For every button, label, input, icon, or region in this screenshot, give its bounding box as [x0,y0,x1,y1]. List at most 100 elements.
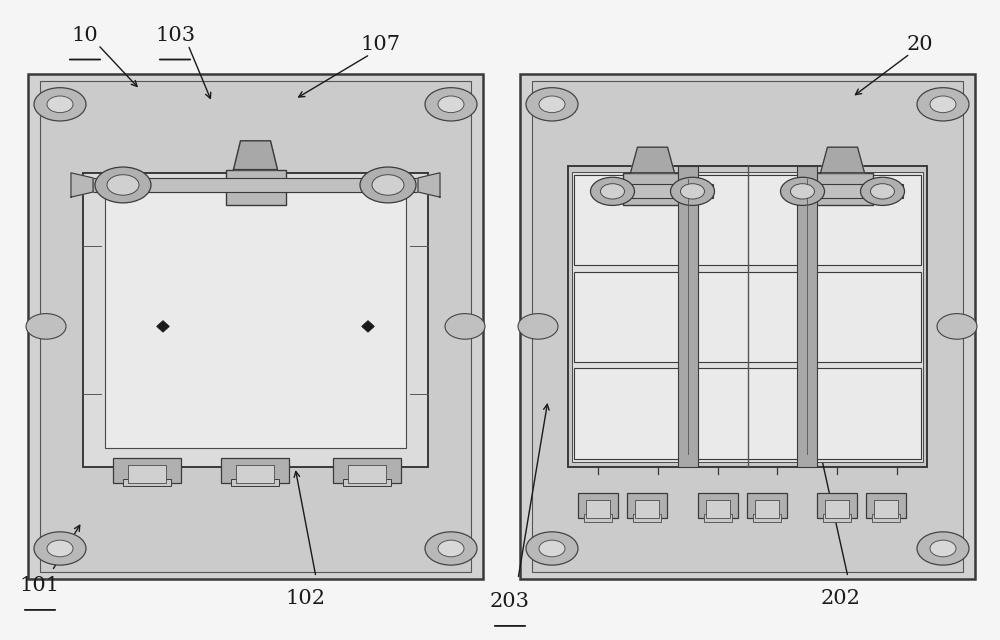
Text: 10: 10 [72,26,98,45]
Circle shape [107,175,139,195]
Bar [872,514,900,522]
Bar [678,166,698,467]
Bar [343,479,391,486]
Bar [627,493,667,518]
Bar [83,173,428,467]
Polygon shape [418,173,440,197]
Bar [123,479,171,486]
Bar [586,500,610,518]
Circle shape [930,540,956,557]
Circle shape [780,177,824,205]
Circle shape [600,184,624,199]
Circle shape [360,167,416,203]
Text: 102: 102 [285,589,325,608]
Bar [574,175,682,265]
Circle shape [871,184,895,199]
Bar [236,465,274,483]
Bar [230,479,278,486]
Bar [813,369,921,459]
Bar [706,500,730,518]
Text: 20: 20 [907,35,933,54]
Circle shape [34,532,86,565]
Circle shape [372,175,404,195]
Bar [113,458,181,483]
Text: 107: 107 [360,35,400,54]
Bar [40,81,471,572]
Circle shape [681,184,705,199]
Circle shape [26,314,66,339]
Bar [93,178,418,192]
Polygon shape [631,147,675,173]
Bar [797,166,817,467]
Bar [812,173,872,205]
Circle shape [539,96,565,113]
Bar [811,172,923,462]
Circle shape [671,177,715,205]
Circle shape [425,532,477,565]
Circle shape [425,88,477,121]
Bar [568,166,927,467]
Bar [704,514,732,522]
Circle shape [95,167,151,203]
Text: 103: 103 [155,26,195,45]
Bar [813,271,921,362]
Bar [813,175,921,265]
Bar [220,458,288,483]
Bar [348,465,386,483]
Bar [622,173,682,205]
Circle shape [34,88,86,121]
Bar [753,514,781,522]
Circle shape [526,532,578,565]
Bar [520,74,975,579]
Bar [578,493,618,518]
Bar [128,465,166,483]
Bar [692,172,803,462]
Circle shape [917,88,969,121]
Bar [874,500,898,518]
Circle shape [526,88,578,121]
Text: 203: 203 [490,592,530,611]
Bar [694,369,801,459]
Circle shape [790,184,814,199]
Bar [635,500,659,518]
Bar [574,369,682,459]
Bar [105,192,406,448]
Bar [755,500,779,518]
Polygon shape [234,141,278,170]
Text: 202: 202 [820,589,860,608]
Bar [747,493,787,518]
Circle shape [438,540,464,557]
Circle shape [590,177,635,205]
Bar [584,514,612,522]
Bar [592,184,712,198]
Circle shape [47,540,73,557]
Bar [633,514,661,522]
Circle shape [438,96,464,113]
Polygon shape [362,321,374,332]
Circle shape [860,177,905,205]
Bar [572,172,684,462]
Circle shape [47,96,73,113]
Bar [694,271,801,362]
Bar [28,74,483,579]
Bar [817,493,857,518]
Polygon shape [820,147,864,173]
Circle shape [539,540,565,557]
Circle shape [930,96,956,113]
Circle shape [518,314,558,339]
Circle shape [917,532,969,565]
Bar [574,271,682,362]
Polygon shape [71,173,93,197]
Bar [532,81,963,572]
Bar [226,170,286,205]
Bar [698,493,738,518]
Polygon shape [157,321,169,332]
Circle shape [937,314,977,339]
Circle shape [445,314,485,339]
Bar [333,458,401,483]
Bar [782,184,902,198]
Bar [825,500,849,518]
Text: 101: 101 [20,576,60,595]
Bar [694,175,801,265]
Bar [866,493,906,518]
